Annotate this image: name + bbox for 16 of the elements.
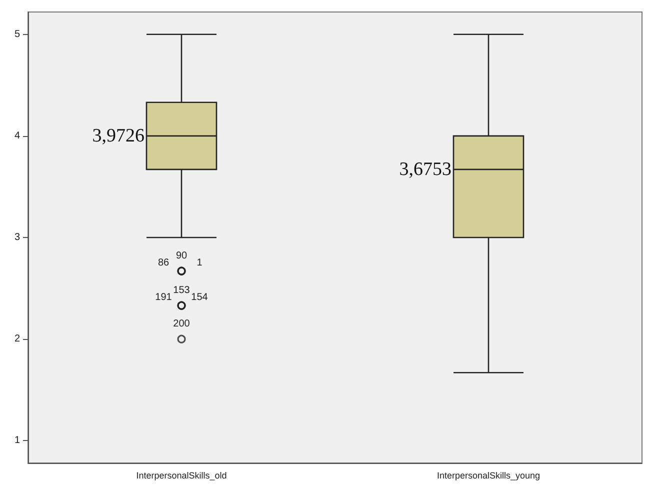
y-tick-label: 4 bbox=[14, 130, 20, 142]
annotation: 1 bbox=[196, 258, 203, 269]
annotation: 90 bbox=[176, 250, 188, 262]
annotation: 3,9726 bbox=[92, 125, 144, 146]
annotation: 153 bbox=[173, 285, 190, 296]
x-tick-label: InterpersonalSkills_young bbox=[436, 470, 540, 480]
annotation: 200 bbox=[173, 318, 190, 330]
annotation: 191 bbox=[155, 292, 172, 304]
y-tick-label: 5 bbox=[14, 28, 20, 40]
annotation: 3,6753 bbox=[399, 158, 452, 180]
x-tick-label: InterpersonalSkills_old bbox=[136, 470, 227, 480]
y-tick-label: 1 bbox=[14, 435, 20, 446]
annotation: 154 bbox=[191, 292, 208, 304]
y-tick-label: 2 bbox=[14, 334, 20, 345]
y-tick-label: 3 bbox=[14, 232, 20, 243]
annotation: 86 bbox=[158, 258, 170, 269]
